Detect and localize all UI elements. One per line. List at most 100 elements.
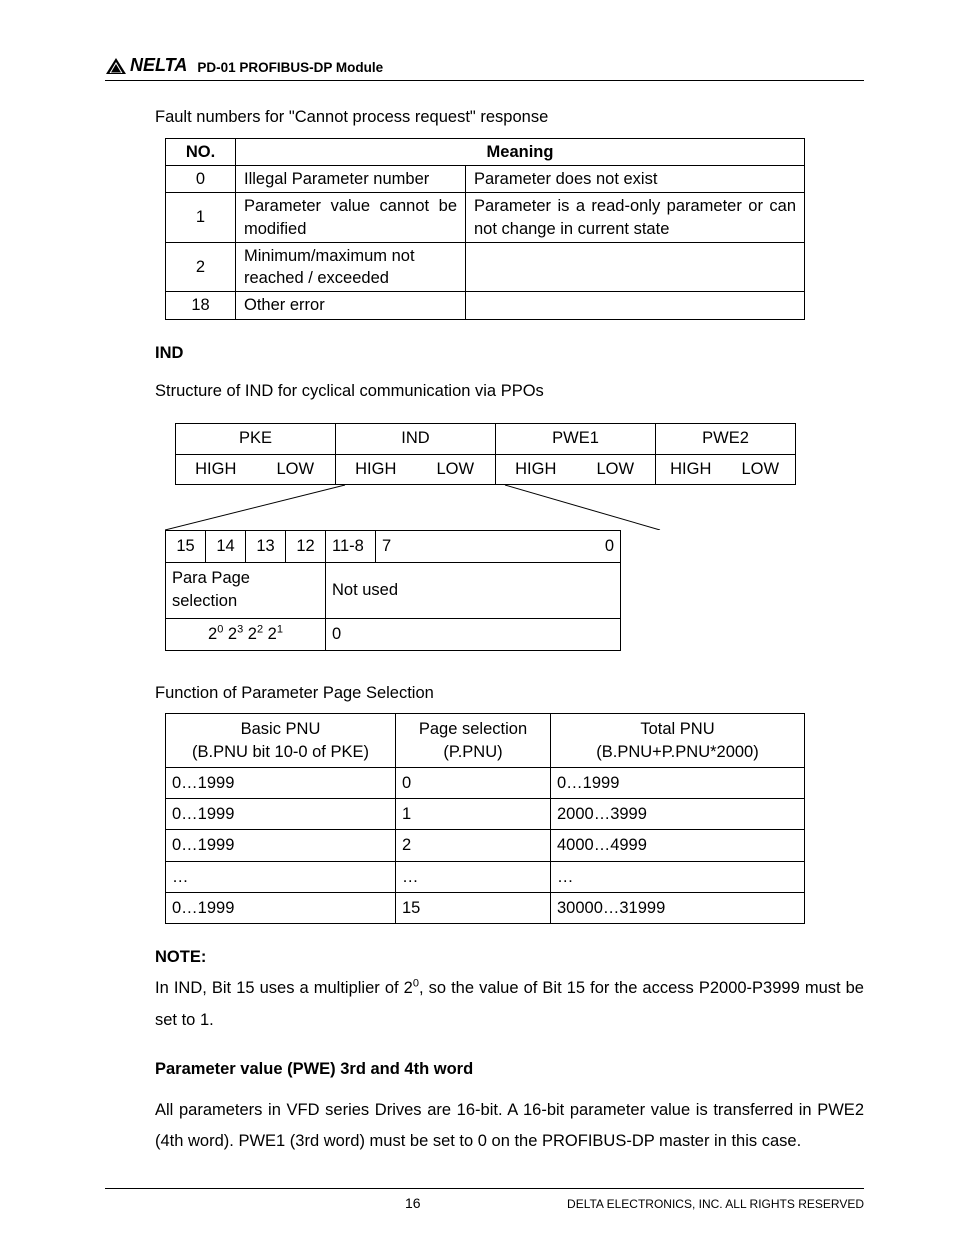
cell: LOW bbox=[256, 454, 336, 484]
table-row: 0…1999 1 2000…3999 bbox=[166, 799, 805, 830]
table-row: PKE IND PWE1 PWE2 bbox=[176, 424, 796, 454]
cell: LOW bbox=[576, 454, 656, 484]
cell: 18 bbox=[166, 292, 236, 319]
cell: HIGH bbox=[176, 454, 256, 484]
page-sel-intro: Function of Parameter Page Selection bbox=[155, 681, 864, 706]
cell bbox=[466, 292, 805, 319]
table-row: NO. Meaning bbox=[166, 138, 805, 165]
h1l2: (B.PNU bit 10-0 of PKE) bbox=[192, 743, 369, 761]
cell: … bbox=[166, 861, 396, 892]
cell: 0…1999 bbox=[166, 830, 396, 861]
cell: HIGH bbox=[496, 454, 576, 484]
p: 2 bbox=[243, 625, 257, 643]
cell: 1 bbox=[166, 193, 236, 243]
cell: HIGH bbox=[656, 454, 726, 484]
cell: 15 bbox=[396, 892, 551, 923]
page-header: NELTA PD-01 PROFIBUS-DP Module bbox=[105, 55, 864, 81]
note-pre: In IND, Bit 15 uses a multiplier of 2 bbox=[155, 979, 413, 997]
cell: 0 bbox=[166, 166, 236, 193]
copyright: DELTA ELECTRONICS, INC. ALL RIGHTS RESER… bbox=[421, 1197, 864, 1211]
cell: 2 bbox=[166, 242, 236, 292]
cell: 4000…4999 bbox=[551, 830, 805, 861]
ind-diagram: PKE IND PWE1 PWE2 HIGH LOW HIGH LOW HIGH… bbox=[165, 423, 864, 650]
table-row: 0…1999 2 4000…4999 bbox=[166, 830, 805, 861]
p: 2 bbox=[208, 625, 217, 643]
ind-top-table: PKE IND PWE1 PWE2 HIGH LOW HIGH LOW HIGH… bbox=[175, 423, 796, 485]
bit0: 0 bbox=[605, 535, 614, 558]
header-title: PD-01 PROFIBUS-DP Module bbox=[197, 60, 383, 76]
page-footer: 16 DELTA ELECTRONICS, INC. ALL RIGHTS RE… bbox=[105, 1188, 864, 1211]
note-heading: NOTE: bbox=[155, 948, 864, 967]
cell: Page selection(P.PNU) bbox=[396, 714, 551, 768]
pwe-heading: Parameter value (PWE) 3rd and 4th word bbox=[155, 1060, 864, 1079]
s: 1 bbox=[277, 623, 283, 635]
table-row: 15 14 13 12 11-8 7 0 bbox=[166, 531, 621, 563]
fault-intro: Fault numbers for "Cannot process reques… bbox=[155, 105, 864, 130]
page-number: 16 bbox=[405, 1195, 421, 1211]
cell: PWE2 bbox=[656, 424, 796, 454]
table-row: HIGH LOW HIGH LOW HIGH LOW HIGH LOW bbox=[176, 454, 796, 484]
ind-connector bbox=[165, 485, 805, 530]
cell: LOW bbox=[726, 454, 796, 484]
cell bbox=[466, 242, 805, 292]
cell: Parameter is a read-only parameter or ca… bbox=[466, 193, 805, 243]
cell: Minimum/maximum not reached / exceeded bbox=[236, 242, 466, 292]
table-row: 2 Minimum/maximum not reached / exceeded bbox=[166, 242, 805, 292]
delta-triangle-icon bbox=[105, 57, 127, 75]
cell: 11-8 bbox=[326, 531, 376, 563]
table-row: 0 Illegal Parameter number Parameter doe… bbox=[166, 166, 805, 193]
page-sel-table: Basic PNU (B.PNU bit 10-0 of PKE) Page se… bbox=[165, 713, 805, 924]
h2l1: Page selection bbox=[419, 720, 527, 738]
cell: 2000…3999 bbox=[551, 799, 805, 830]
cell: 2 bbox=[396, 830, 551, 861]
cell: HIGH bbox=[336, 454, 416, 484]
cell: 15 bbox=[166, 531, 206, 563]
table-row: 0…1999 15 30000…31999 bbox=[166, 892, 805, 923]
cell: Parameter value cannot be modified bbox=[236, 193, 466, 243]
cell: 12 bbox=[286, 531, 326, 563]
cell: 30000…31999 bbox=[551, 892, 805, 923]
cell: Other error bbox=[236, 292, 466, 319]
cell: PWE1 bbox=[496, 424, 656, 454]
ind-bit-table: 15 14 13 12 11-8 7 0 Para Page selection… bbox=[165, 530, 621, 650]
col-meaning: Meaning bbox=[236, 138, 805, 165]
cell: … bbox=[396, 861, 551, 892]
table-row: 1 Parameter value cannot be modified Par… bbox=[166, 193, 805, 243]
cell: 1 bbox=[396, 799, 551, 830]
cell: 0…1999 bbox=[166, 799, 396, 830]
cell: 20 23 22 21 bbox=[166, 618, 326, 650]
cell: Basic PNU (B.PNU bit 10-0 of PKE) bbox=[166, 714, 396, 768]
cell: 0 bbox=[326, 618, 621, 650]
cell: 0…1999 bbox=[551, 767, 805, 798]
cell: Illegal Parameter number bbox=[236, 166, 466, 193]
cell: 0…1999 bbox=[166, 767, 396, 798]
cell: LOW bbox=[416, 454, 496, 484]
cell: PKE bbox=[176, 424, 336, 454]
pwe-body: All parameters in VFD series Drives are … bbox=[155, 1095, 864, 1158]
cell: 13 bbox=[246, 531, 286, 563]
table-row: Para Page selection Not used bbox=[166, 563, 621, 618]
ind-heading: IND bbox=[155, 344, 864, 363]
cell: Para Page selection bbox=[166, 563, 326, 618]
cell: Parameter does not exist bbox=[466, 166, 805, 193]
h1l1: Basic PNU bbox=[241, 720, 321, 738]
brand-logo: NELTA bbox=[105, 55, 187, 76]
cell: IND bbox=[336, 424, 496, 454]
cell: Total PNU (B.PNU+P.PNU*2000) bbox=[551, 714, 805, 768]
page-container: NELTA PD-01 PROFIBUS-DP Module Fault num… bbox=[0, 0, 954, 1251]
p: 2 bbox=[223, 625, 237, 643]
col-no: NO. bbox=[166, 138, 236, 165]
bit7: 7 bbox=[382, 537, 391, 555]
cell: … bbox=[551, 861, 805, 892]
cell: Not used bbox=[326, 563, 621, 618]
table-row: 20 23 22 21 0 bbox=[166, 618, 621, 650]
p: 2 bbox=[263, 625, 277, 643]
cell: 7 0 bbox=[376, 531, 621, 563]
brand-name: NELTA bbox=[130, 55, 187, 76]
cell: 14 bbox=[206, 531, 246, 563]
h3l1: Total PNU bbox=[640, 720, 714, 738]
h3l2: (B.PNU+P.PNU*2000) bbox=[596, 743, 758, 761]
ind-intro: Structure of IND for cyclical communicat… bbox=[155, 379, 864, 404]
cell: 0…1999 bbox=[166, 892, 396, 923]
table-row: … … … bbox=[166, 861, 805, 892]
